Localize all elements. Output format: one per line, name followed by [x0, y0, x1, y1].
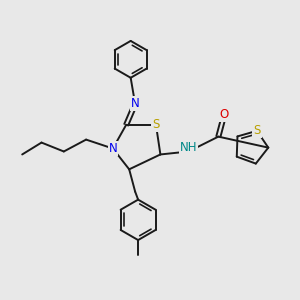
Text: N: N [109, 142, 117, 155]
Text: NH: NH [180, 140, 197, 154]
Text: O: O [220, 108, 229, 121]
Text: S: S [152, 118, 160, 131]
Text: S: S [253, 124, 261, 137]
Text: N: N [131, 98, 140, 110]
